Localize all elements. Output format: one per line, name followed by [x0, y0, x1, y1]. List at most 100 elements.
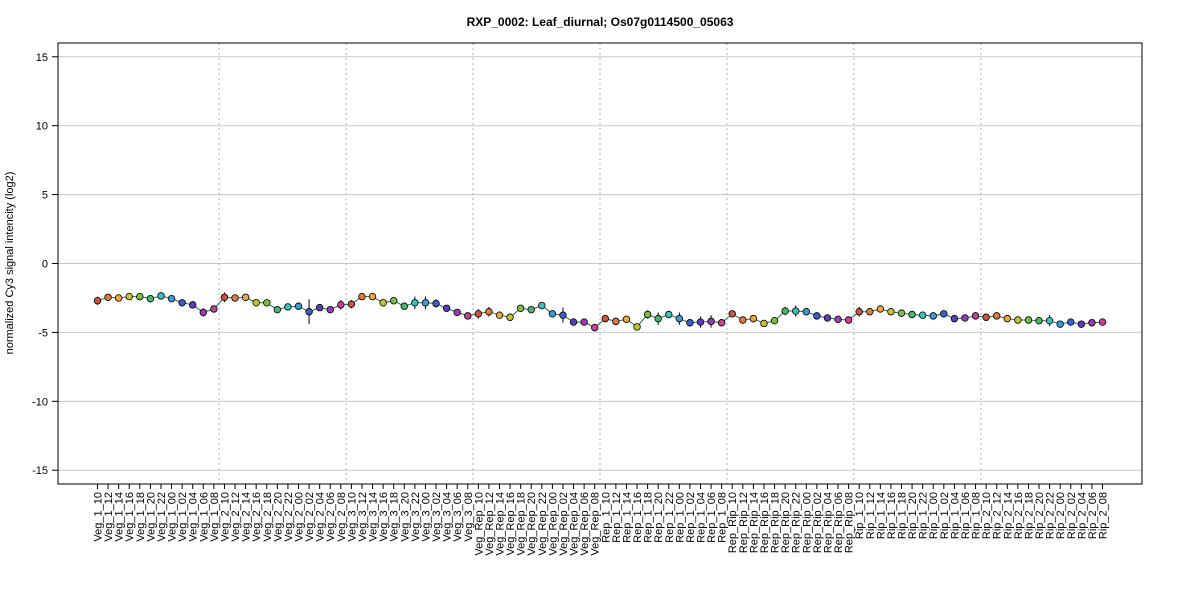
data-point	[1088, 319, 1096, 327]
x-tick-label: Veg_Rep_04	[569, 492, 581, 556]
data-point	[284, 303, 292, 311]
x-tick-label: Rep_Rip_22	[791, 492, 803, 553]
x-tick-label: Veg_2_16	[251, 492, 263, 542]
x-tick-label: Rep_1_08	[717, 492, 729, 543]
data-point	[591, 323, 599, 332]
data-point	[760, 319, 768, 328]
data-point	[940, 310, 948, 318]
data-point	[580, 318, 588, 326]
data-point	[453, 308, 461, 317]
data-point	[1024, 316, 1033, 324]
data-point	[887, 308, 895, 316]
data-point	[167, 294, 176, 303]
plot-frame	[57, 42, 1143, 485]
x-tick-label: Veg_3_04	[442, 492, 454, 542]
x-tick-label: Rep_Rip_02	[812, 492, 824, 553]
data-point	[326, 305, 334, 314]
x-tick-label: Veg_1_08	[209, 492, 221, 542]
data-point	[612, 317, 620, 326]
data-point	[770, 316, 779, 325]
x-tick-label: Veg_1_20	[145, 492, 157, 542]
x-tick-label: Rip_1_16	[886, 492, 898, 539]
data-point	[918, 311, 927, 319]
x-tick-label: Rip_2_18	[1023, 492, 1035, 539]
data-point	[527, 305, 535, 314]
data-point	[442, 304, 451, 312]
x-tick-label: Veg_3_18	[389, 492, 401, 542]
x-tick-label: Veg_Rep_16	[505, 492, 517, 556]
x-tick-label: Rep_1_12	[611, 492, 623, 543]
data-point	[178, 299, 186, 307]
y-tick-label: -15	[32, 465, 48, 477]
data-point	[390, 297, 398, 305]
x-tick-label: Rep_Rip_12	[738, 492, 750, 553]
x-tick-label: Rep_Rip_18	[770, 492, 782, 553]
data-point	[823, 314, 832, 322]
x-tick-label: Veg_2_12	[230, 492, 242, 542]
x-tick-label: Veg_2_22	[283, 492, 295, 542]
x-tick-label: Veg_1_10	[93, 492, 105, 542]
data-point	[93, 297, 102, 305]
data-point	[802, 308, 810, 316]
y-tick-label: -5	[38, 327, 48, 339]
data-point	[548, 310, 557, 318]
data-point	[379, 299, 387, 307]
data-point	[358, 292, 366, 301]
x-tick-label: Veg_3_22	[410, 492, 422, 542]
x-tick-label: Rip_2_12	[992, 492, 1004, 539]
x-tick-label: Rip_2_08	[1098, 492, 1110, 539]
data-point	[432, 299, 440, 308]
x-tick-label: Rep_Rip_00	[801, 492, 813, 553]
data-point	[792, 307, 800, 315]
x-tick-label: Rep_1_02	[685, 492, 697, 543]
data-point	[220, 293, 229, 301]
data-point	[495, 311, 504, 319]
x-tick-label: Veg_3_02	[431, 492, 443, 542]
x-tick-label: Rep_1_22	[664, 492, 676, 543]
chart-title: RXP_0002: Leaf_diurnal; Os07g0114500_050…	[467, 15, 734, 29]
x-tick-label: Rep_1_00	[674, 492, 686, 543]
data-points	[93, 292, 1107, 332]
x-tick-label: Rip_1_10	[854, 492, 866, 539]
x-tick-label: Veg_Rep_20	[526, 492, 538, 556]
x-tick-label: Rep_Rip_10	[727, 492, 739, 553]
x-tick-label: Rip_2_04	[1076, 492, 1088, 539]
x-tick-label: Rep_1_16	[632, 492, 644, 543]
data-point	[337, 301, 345, 309]
data-point	[728, 310, 736, 318]
data-point	[950, 314, 959, 323]
y-axis-label: normalized Cy3 signal intencity (log2)	[4, 172, 16, 355]
data-point	[411, 299, 419, 307]
x-tick-label: Rep_Rip_14	[748, 492, 760, 553]
data-point	[1035, 316, 1043, 325]
x-tick-label: Rip_2_20	[1034, 492, 1046, 539]
x-tick-label: Rep_1_04	[696, 492, 708, 543]
x-tick-label: Rep_Rip_06	[833, 492, 845, 553]
data-point	[231, 294, 239, 302]
data-point	[855, 308, 863, 316]
x-tick-label: Veg_3_12	[357, 492, 369, 542]
group-separators	[218, 43, 982, 484]
data-point	[252, 299, 260, 307]
x-tick-label: Rep_1_10	[600, 492, 612, 543]
x-tick-label: Veg_1_04	[188, 492, 200, 542]
x-tick-label: Veg_3_00	[420, 492, 432, 542]
data-point	[601, 314, 609, 323]
data-point	[866, 308, 874, 316]
y-tick-label: 15	[36, 52, 48, 64]
x-tick-label: Rep_Rip_20	[780, 492, 792, 553]
data-point	[263, 299, 271, 307]
x-tick-label: Rip_1_06	[960, 492, 972, 539]
x-ticks: Veg_1_10Veg_1_12Veg_1_14Veg_1_16Veg_1_18…	[93, 484, 1110, 556]
data-point	[1098, 318, 1107, 326]
series-line	[97, 295, 1103, 329]
x-tick-label: Rip_2_02	[1066, 492, 1078, 539]
data-point	[908, 310, 916, 319]
x-tick-label: Veg_2_10	[219, 492, 231, 542]
x-tick-label: Veg_1_22	[156, 492, 168, 542]
data-point	[717, 319, 726, 327]
x-tick-label: Rip_1_12	[865, 492, 877, 539]
y-ticks: -15 -10 -5 0 5 10 15	[32, 52, 58, 477]
data-point	[241, 293, 250, 301]
